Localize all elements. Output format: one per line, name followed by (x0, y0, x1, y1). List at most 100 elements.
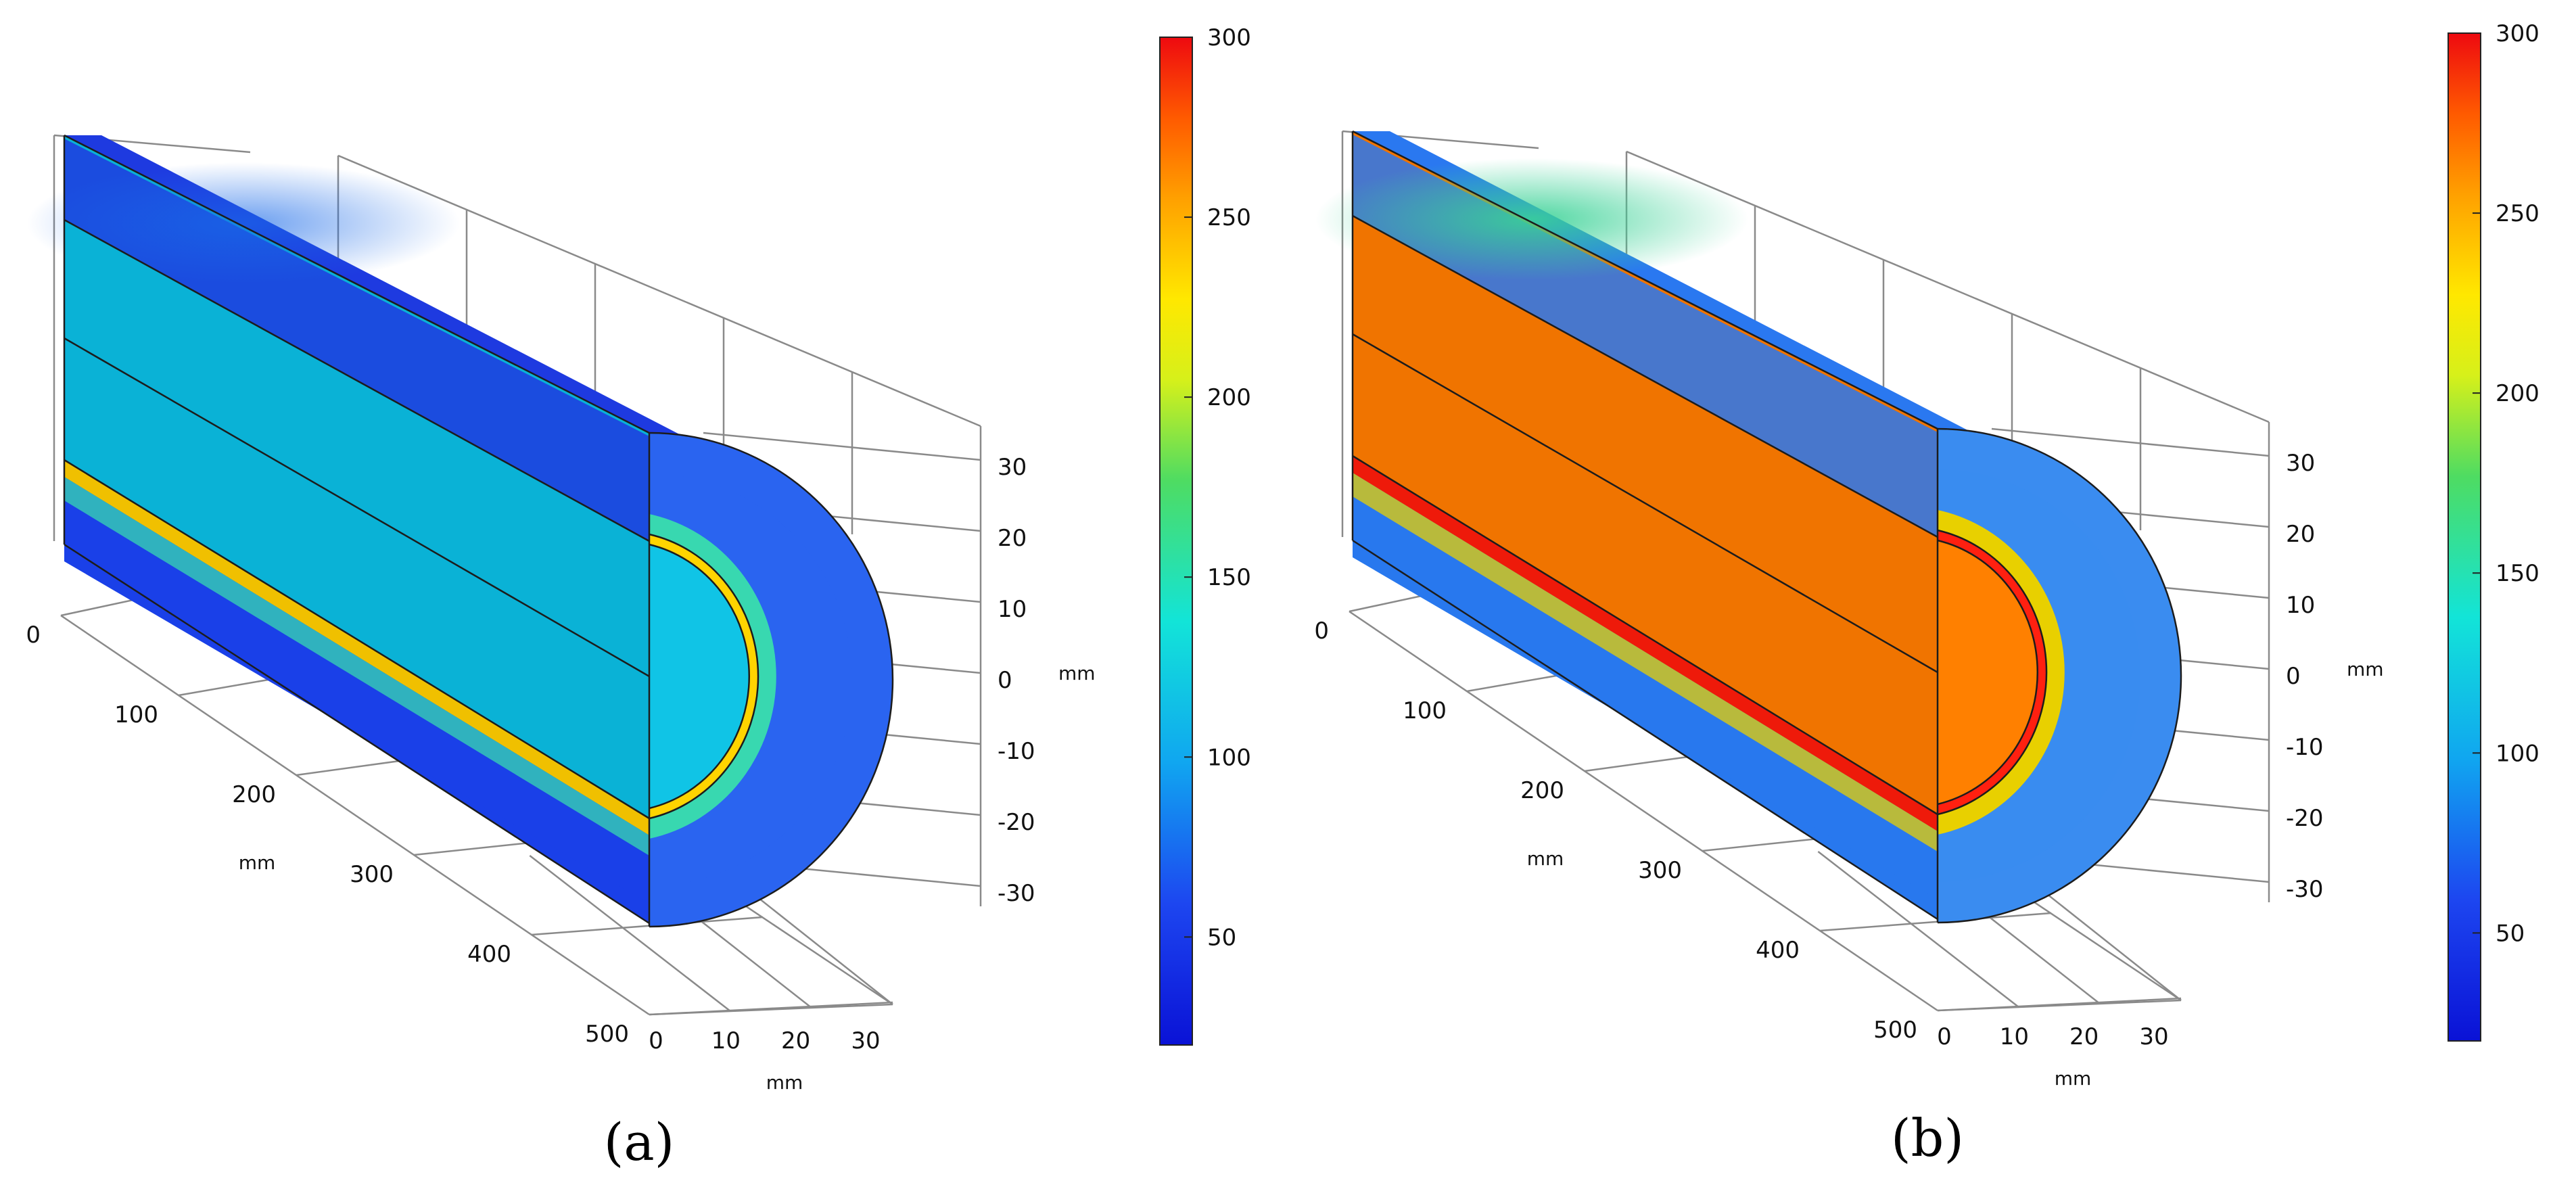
colorbar-tick-label: 50 (2496, 920, 2525, 947)
core-region (1353, 216, 1938, 814)
model-edges (63, 134, 894, 928)
model-edge (1352, 539, 1938, 921)
top-glow (27, 162, 460, 284)
x-tick-label: 100 (1403, 697, 1447, 724)
colorbar-tick-label: 200 (1207, 384, 1251, 411)
lower-gradient-band (1353, 473, 1938, 852)
x-axis-unit: mm (1527, 847, 1564, 870)
z-tick-label: -20 (2286, 805, 2324, 832)
core-region (64, 220, 649, 818)
model-edge (1937, 427, 2182, 924)
model-edge (649, 432, 894, 928)
model-edge (1937, 529, 2048, 816)
end-cap-core (1938, 540, 2038, 804)
half-cylinder-model (1315, 130, 2182, 924)
z-tick-label: -30 (2286, 876, 2324, 903)
lower-gradient-band (64, 477, 649, 856)
model-edge (64, 134, 650, 434)
colorbar-tick-label: 50 (1207, 924, 1236, 951)
colorbar-tick-label: 300 (2496, 20, 2539, 47)
colorbar-tick-label: 100 (1207, 744, 1251, 771)
colorbar-tick-label: 150 (1207, 564, 1251, 591)
grid-line (337, 154, 981, 427)
x-axis-unit: mm (239, 852, 276, 874)
y-tick-label: 10 (711, 1027, 741, 1054)
grid-line (703, 432, 981, 461)
z-tick-label: 30 (2286, 450, 2315, 477)
model-edges (1351, 130, 2182, 924)
x-tick-label: 300 (350, 861, 394, 888)
z-tick-label: -30 (998, 880, 1035, 907)
model-edge (64, 218, 650, 542)
colorbar-tick-label: 250 (2496, 200, 2539, 227)
grid-line (1626, 150, 2270, 423)
grid-line (60, 614, 650, 1016)
x-tick-label: 100 (114, 701, 158, 728)
y-tick-label: 10 (2000, 1023, 2029, 1050)
top-glow (1315, 158, 1748, 280)
colorbar-gradient (1159, 37, 1193, 1046)
colorbar-tick-label: 200 (2496, 380, 2539, 407)
x-tick-label: 200 (232, 781, 276, 808)
model-edge (649, 533, 759, 820)
grid-line (531, 916, 764, 936)
model-edge (64, 543, 650, 925)
x-tick-label: 300 (1638, 857, 1682, 884)
z-axis-unit: mm (1058, 662, 1096, 684)
y-tick-label: 20 (2069, 1023, 2099, 1050)
z-axis-unit: mm (2347, 658, 2384, 680)
colorbar-tick-label: 150 (2496, 560, 2539, 587)
colorbar: 300 250 200 150 100 50 (1159, 24, 1251, 1046)
colorbar-tick-label: 300 (1207, 24, 1251, 51)
z-tick-label: 10 (2286, 592, 2315, 619)
model-edge (64, 337, 650, 678)
model-edge (1352, 130, 1938, 430)
z-tick-label: -10 (2286, 734, 2324, 761)
y-axis-unit: mm (2055, 1067, 2092, 1090)
grid-line (1819, 912, 2052, 932)
model-edge (1352, 214, 1938, 538)
panel-label: (a) (604, 1112, 675, 1172)
hot-stripe (64, 460, 649, 835)
z-tick-label: 30 (998, 454, 1027, 481)
y-axis-unit: mm (766, 1071, 803, 1094)
end-cap-core (649, 544, 749, 808)
z-tick-label: -20 (998, 809, 1035, 836)
z-tick-label: 10 (998, 596, 1027, 623)
half-cylinder-model (27, 134, 894, 928)
model-edge (1937, 539, 2039, 806)
colorbar-gradient (2448, 32, 2481, 1042)
x-tick-label: 400 (1756, 937, 1800, 964)
grid-line (1349, 610, 1938, 1012)
grid-line (649, 1003, 893, 1016)
x-tick-label: 0 (1314, 618, 1329, 645)
x-tick-label: 500 (585, 1021, 629, 1048)
hot-stripe (1353, 456, 1938, 831)
x-tick-label: 0 (26, 622, 41, 649)
colorbar-tick-label: 250 (1207, 204, 1251, 231)
x-tick-label: 400 (467, 941, 511, 968)
y-tick-label: 0 (1937, 1023, 1952, 1050)
grid-line (1817, 851, 2019, 1008)
model-edge (64, 459, 650, 820)
y-tick-label: 0 (649, 1027, 663, 1054)
grid-line (529, 855, 731, 1012)
model-edge (1352, 333, 1938, 674)
grid-line (1937, 999, 2182, 1012)
grid-line (1991, 427, 2270, 457)
y-tick-label: 30 (2139, 1023, 2168, 1050)
y-tick-label: 30 (851, 1027, 880, 1054)
colorbar: 300 250 200 150 100 50 (2448, 20, 2539, 1042)
colorbar-tick-label: 100 (2496, 740, 2539, 767)
panel-label: (b) (1891, 1108, 1964, 1168)
x-tick-label: 500 (1873, 1017, 1917, 1044)
z-tick-label: 0 (998, 667, 1012, 694)
z-tick-label: 20 (998, 525, 1027, 552)
model-edge (1352, 455, 1938, 816)
z-tick-label: 0 (2286, 663, 2301, 690)
z-tick-label: 20 (2286, 521, 2315, 548)
x-tick-label: 200 (1520, 777, 1564, 804)
